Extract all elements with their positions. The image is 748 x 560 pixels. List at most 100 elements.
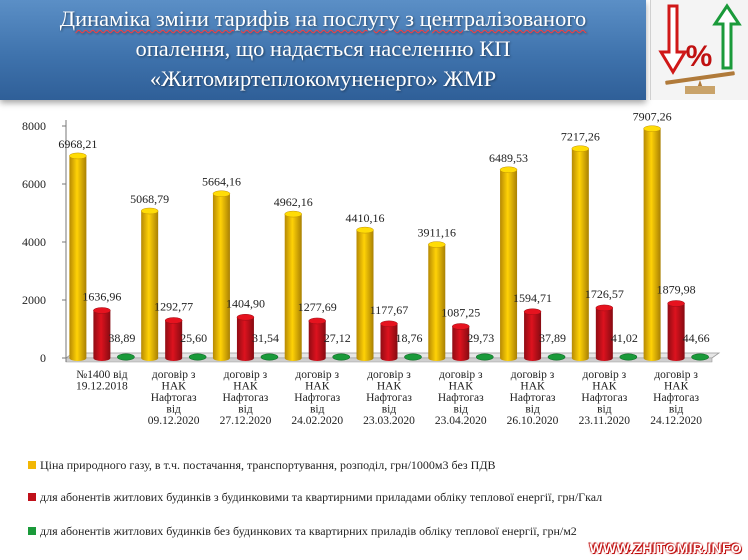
y-tick-label: 6000: [22, 177, 46, 191]
x-category-label: Нафтогаз: [151, 392, 197, 404]
legend-item-without-meters: для абонентів житлових будинків без буди…: [28, 524, 577, 539]
data-label: 1404,90: [226, 296, 265, 310]
x-category-label: договір з: [224, 369, 268, 381]
bar-gas-price: [500, 169, 518, 361]
x-category-label: Нафтогаз: [510, 392, 556, 404]
bar-with-meters: [452, 326, 470, 361]
bar-gas-price-top: [499, 166, 518, 174]
bar-gas-price: [284, 214, 302, 361]
tariff-percent-scale-icon: %: [658, 3, 742, 94]
bar-gas-price: [356, 230, 374, 361]
bar-gas-price-top: [643, 125, 661, 132]
bar-no-meters: [332, 353, 351, 361]
bar-no-meters: [547, 353, 566, 361]
y-tick-label: 4000: [22, 235, 46, 249]
x-category-label: від: [238, 404, 253, 416]
x-category-label: від: [454, 404, 469, 416]
tariff-bar-chart: 0 2000 4000 6000 8000 6968,21 1636,96 38,89 №140…: [22, 110, 721, 427]
legend-swatch-yellow: [28, 461, 36, 470]
bar-with-meters: [380, 323, 398, 361]
bar-no-meters: [475, 353, 494, 361]
x-category-label: від: [382, 404, 397, 416]
bar-with-meters-top: [452, 323, 470, 330]
bar-no-meters: [188, 353, 207, 361]
legend-swatch-red: [28, 493, 36, 502]
x-category-label: Нафтогаз: [223, 392, 269, 404]
data-label: 1292,77: [154, 300, 193, 314]
bar-gas-price: [643, 128, 661, 361]
x-category-label: НАК: [233, 381, 258, 393]
percent-symbol: %: [686, 40, 713, 73]
legend-label-gas-price: Ціна природного газу, в т.ч. постачання,…: [40, 458, 496, 472]
bar-with-meters-top: [93, 307, 111, 314]
bar-gas-price-top: [69, 152, 87, 160]
data-label: 31,54: [252, 331, 279, 345]
x-category-label: 23.04.2020: [435, 415, 487, 427]
x-category-label: 19.12.2018: [76, 381, 128, 393]
x-category-label: №1400 від: [76, 369, 127, 381]
x-category-label: договір з: [295, 369, 339, 381]
title-line-1: Динаміка зміни тарифів на послугу з цент…: [59, 6, 587, 31]
data-label: 18,76: [396, 331, 423, 345]
legend-item-with-meters: для абонентів житлових будинків з будинк…: [28, 490, 602, 505]
data-label: 37,89: [539, 331, 566, 345]
bar-gas-price-top: [571, 145, 590, 152]
data-label: 25,60: [180, 331, 207, 345]
bar-with-meters: [236, 317, 254, 361]
bar-gas-price-top: [212, 190, 231, 197]
x-category-label: НАК: [162, 381, 187, 393]
legend-label-with-meters: для абонентів житлових будинків з будинк…: [40, 490, 603, 504]
page-title: Динаміка зміни тарифів на послугу з цент…: [8, 4, 638, 94]
x-category-label: договір з: [367, 369, 411, 381]
tariff-logo: %: [650, 0, 748, 100]
x-category-label: Нафтогаз: [366, 392, 412, 404]
data-label: 6968,21: [58, 137, 97, 151]
title-banner: Динаміка зміни тарифів на послугу з цент…: [0, 0, 646, 100]
bar-with-meters: [308, 320, 326, 361]
bar-no-meters: [404, 353, 422, 361]
data-label: 1277,69: [298, 300, 337, 314]
x-category-label: Нафтогаз: [438, 392, 484, 404]
bar-gas-price: [69, 155, 87, 361]
data-label: 1879,98: [657, 282, 696, 296]
x-category-label: 23.03.2020: [363, 415, 415, 427]
bar-with-meters-top: [380, 320, 398, 328]
x-category-label: Нафтогаз: [653, 392, 699, 404]
x-category-label: 24.02.2020: [291, 415, 343, 427]
data-label: 1087,25: [441, 305, 480, 319]
bar-no-meters: [691, 353, 709, 361]
y-tick-label: 8000: [22, 119, 46, 133]
x-category-label: від: [597, 404, 612, 416]
data-label: 44,66: [683, 331, 710, 345]
data-label: 4962,16: [274, 195, 313, 209]
bar-with-meters: [667, 303, 685, 361]
site-watermark: WWW.ZHITOMIR.INFO: [589, 540, 742, 556]
data-label: 5068,79: [130, 192, 169, 206]
x-category-label: НАК: [520, 381, 545, 393]
x-category-label: договір з: [583, 369, 627, 381]
bar-gas-price-top: [140, 207, 159, 215]
bar-no-meters: [117, 353, 135, 361]
x-category-label: 09.12.2020: [148, 415, 200, 427]
legend-item-gas-price: Ціна природного газу, в т.ч. постачання,…: [28, 458, 496, 473]
x-category-label: від: [166, 404, 181, 416]
bar-with-meters-top: [164, 317, 183, 324]
data-label: 7907,26: [633, 110, 672, 124]
bar-with-meters: [165, 320, 183, 361]
bar-with-meters-top: [523, 308, 542, 316]
bar-with-meters-top: [236, 314, 255, 321]
data-label: 27,12: [324, 331, 351, 345]
legend-label-without-meters: для абонентів житлових будинків без буди…: [40, 524, 577, 538]
data-label: 1726,57: [585, 287, 624, 301]
x-category-label: 27.12.2020: [220, 415, 272, 427]
x-category-label: Нафтогаз: [294, 392, 340, 404]
chart-container: 0 2000 4000 6000 8000 6968,21 1636,96 38,89 №140…: [0, 100, 748, 460]
bar-no-meters: [619, 353, 638, 361]
data-label: 7217,26: [561, 130, 600, 144]
bar-gas-price: [428, 244, 446, 361]
title-line-3: «Житомиртеплокомуненерго» ЖМР: [149, 66, 497, 91]
bar-with-meters: [595, 307, 613, 361]
x-category-label: договір з: [511, 369, 555, 381]
data-label: 6489,53: [489, 151, 528, 165]
x-category-label: НАК: [592, 381, 617, 393]
